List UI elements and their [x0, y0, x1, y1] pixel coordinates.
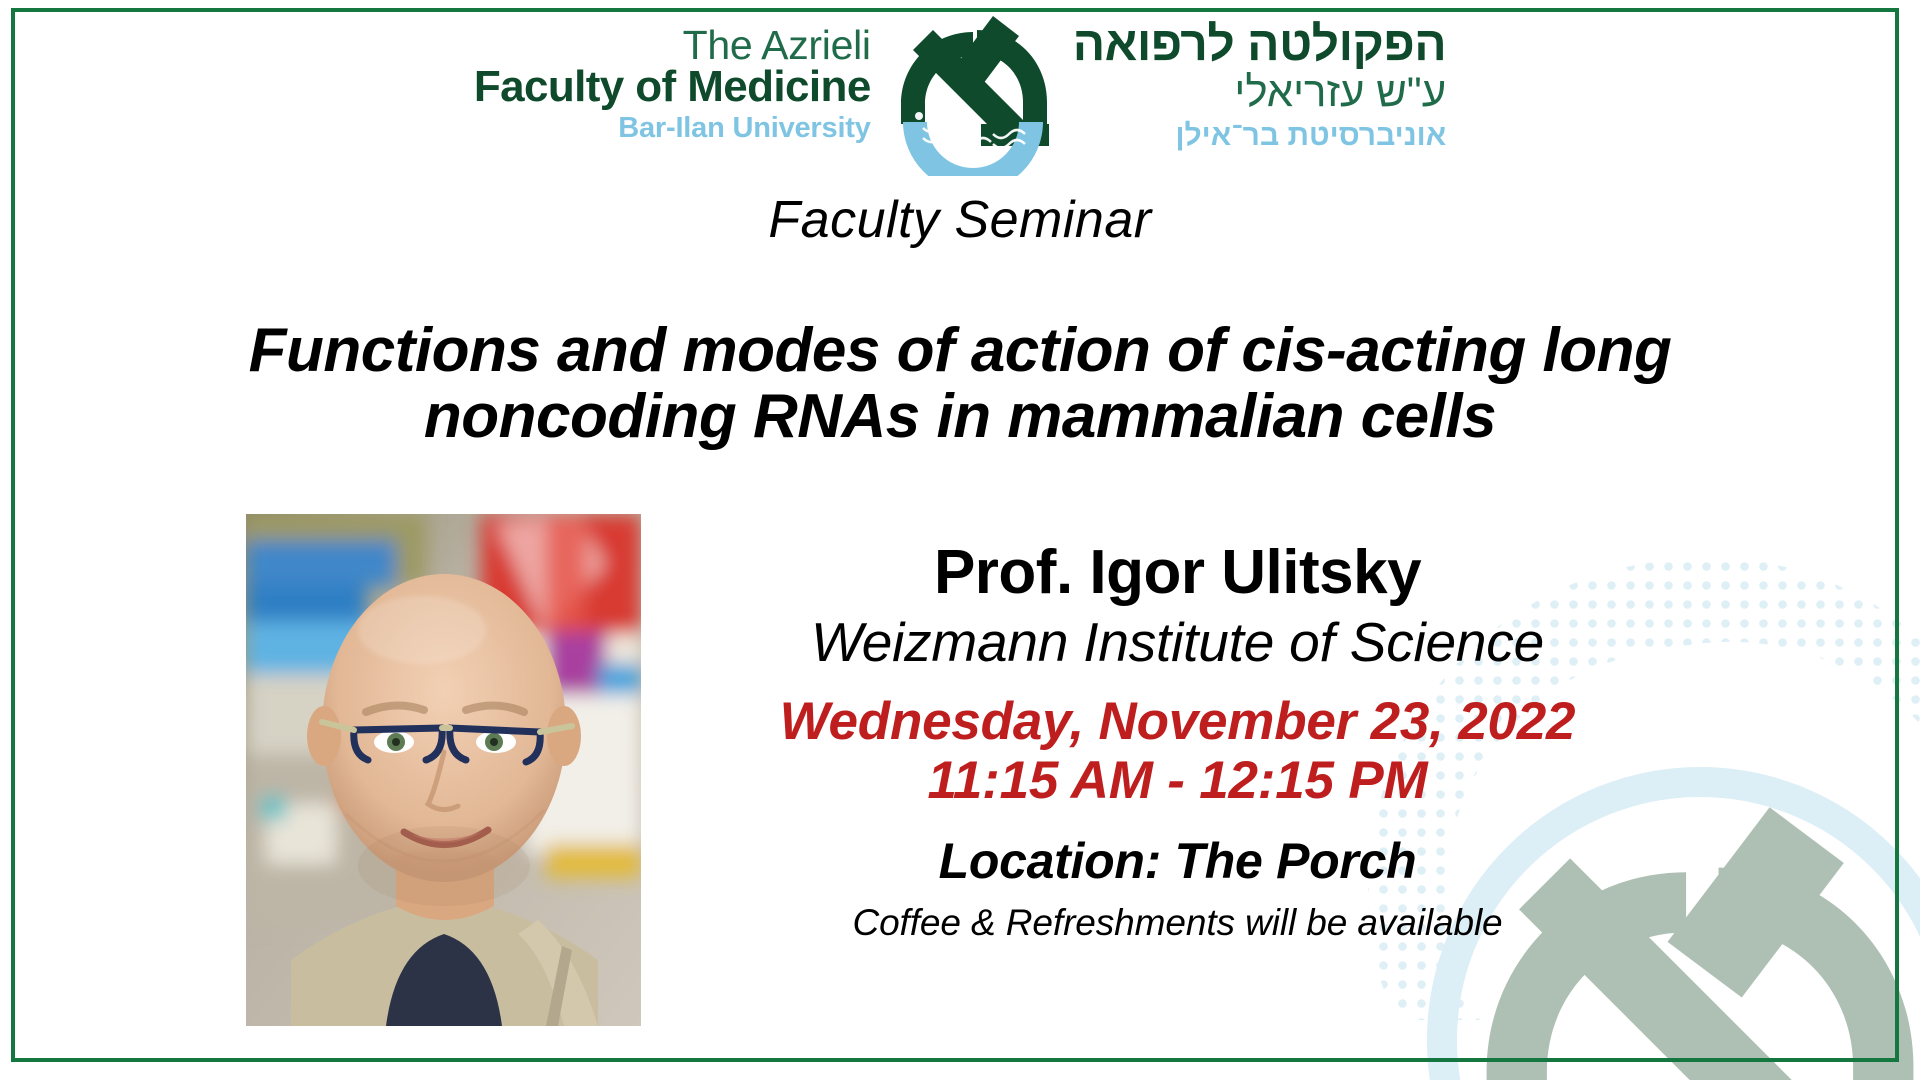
bar-ilan-medicine-logo-icon: [889, 12, 1057, 192]
event-refreshments-note: Coffee & Refreshments will be available: [852, 902, 1503, 944]
talk-title: Functions and modes of action of cis-act…: [150, 316, 1770, 452]
watermark-decoration: [1300, 560, 1920, 1080]
faculty-name-english: The Azrieli Faculty of Medicine Bar-Ilan…: [474, 10, 889, 143]
header-line-bar-ilan-university: Bar-Ilan University: [618, 111, 871, 144]
header-hebrew-faculty-of-medicine: הפקולטה לרפואה: [1072, 18, 1447, 71]
header-hebrew-bar-ilan-university: אוניברסיטת בר־אילן: [1175, 119, 1447, 153]
event-location: Location: The Porch: [938, 833, 1417, 890]
faculty-name-hebrew: הפקולטה לרפואה ע"ש עזריאלי אוניברסיטת בר…: [1057, 10, 1447, 153]
speaker-name: Prof. Igor Ulitsky: [933, 538, 1422, 607]
event-details: Prof. Igor Ulitsky Weizmann Institute of…: [660, 538, 1695, 944]
institution-header: The Azrieli Faculty of Medicine Bar-Ilan…: [0, 10, 1920, 192]
header-hebrew-azrieli: ע"ש עזריאלי: [1234, 68, 1447, 116]
event-date: Wednesday, November 23, 2022: [779, 692, 1576, 752]
seminar-kicker: Faculty Seminar: [768, 191, 1152, 249]
header-line-the-azrieli: The Azrieli: [682, 22, 871, 68]
header-line-faculty-of-medicine: Faculty of Medicine: [473, 62, 871, 112]
talk-title-line-2: noncoding RNAs in mammalian cells: [423, 382, 1497, 452]
event-time: 11:15 AM - 12:15 PM: [927, 751, 1428, 811]
speaker-portrait-photo: [246, 514, 641, 1026]
speaker-affiliation: Weizmann Institute of Science: [811, 610, 1544, 673]
talk-title-line-1: Functions and modes of action of cis-act…: [248, 316, 1672, 385]
